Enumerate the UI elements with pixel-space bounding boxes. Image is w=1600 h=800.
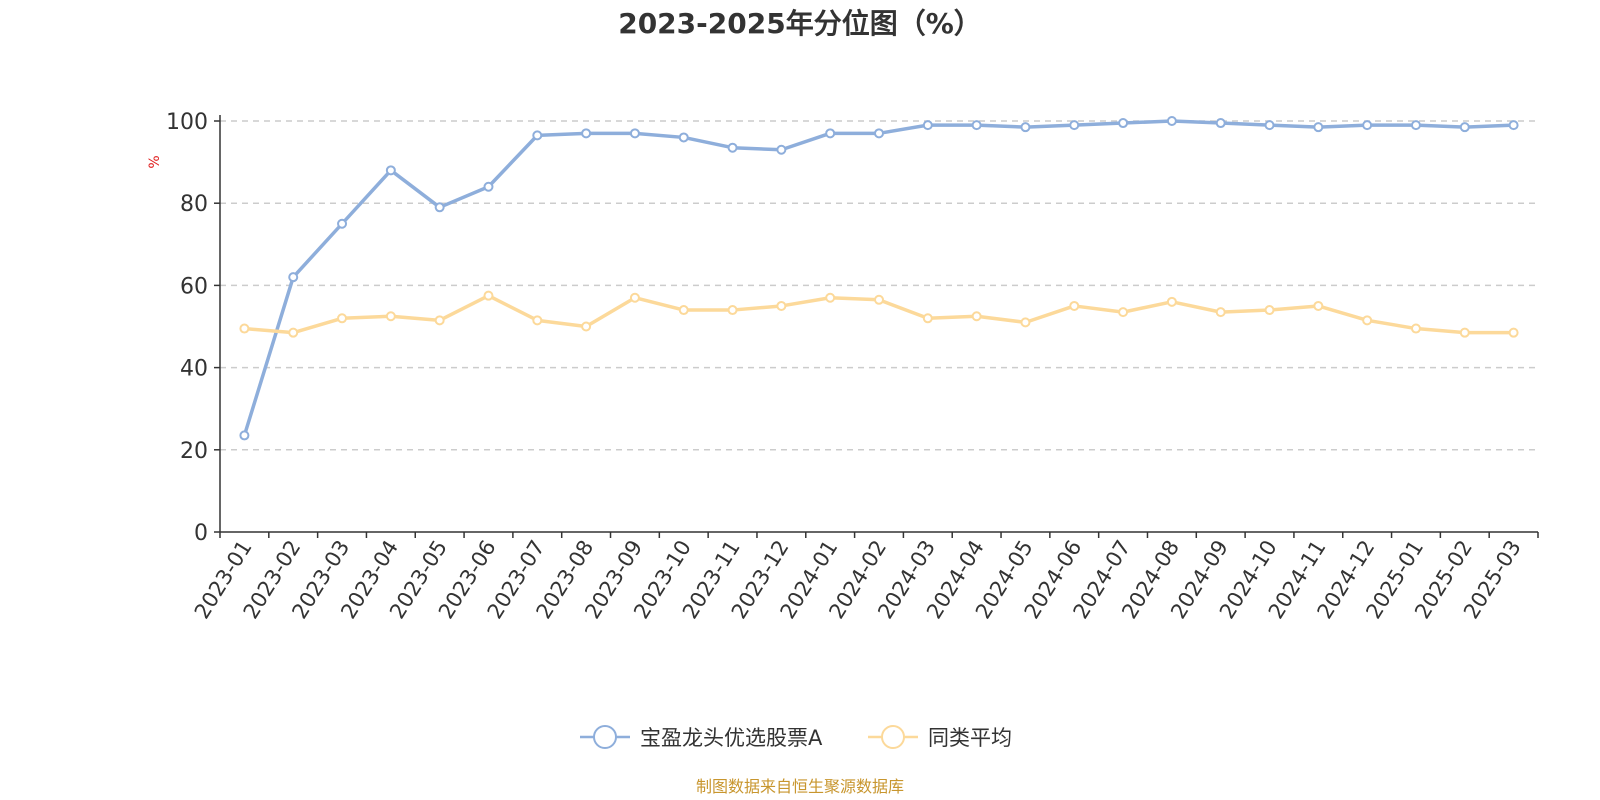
data-point[interactable] (825, 292, 836, 303)
data-point[interactable] (581, 321, 592, 332)
data-point[interactable] (288, 327, 299, 338)
series-group (239, 116, 1519, 441)
data-point[interactable] (434, 202, 445, 213)
data-point[interactable] (385, 311, 396, 322)
legend-marker-icon (881, 725, 905, 749)
data-point[interactable] (776, 144, 787, 155)
data-point[interactable] (874, 294, 884, 305)
legend[interactable]: 宝盈龙头优选股票A 同类平均 (580, 725, 1012, 750)
data-point[interactable] (1362, 315, 1373, 326)
legend-marker-icon (593, 725, 617, 749)
y-tick-label: 20 (180, 439, 208, 464)
data-point[interactable] (971, 120, 982, 131)
data-point[interactable] (1459, 327, 1470, 338)
legend-label: 同类平均 (928, 726, 1012, 750)
data-point[interactable] (629, 292, 640, 303)
data-point[interactable] (1362, 120, 1373, 131)
data-point[interactable] (1410, 323, 1421, 334)
data-point[interactable] (337, 313, 348, 324)
data-point[interactable] (1069, 300, 1080, 311)
data-point[interactable] (1459, 122, 1470, 133)
data-point[interactable] (874, 128, 884, 139)
data-point[interactable] (1069, 120, 1080, 131)
y-tick-label: 80 (180, 192, 208, 217)
data-point[interactable] (825, 128, 836, 139)
y-tick-label: 40 (180, 357, 208, 382)
data-point[interactable] (922, 313, 933, 324)
data-point[interactable] (922, 120, 933, 131)
data-point[interactable] (1313, 122, 1324, 133)
legend-label: 宝盈龙头优选股票A (640, 726, 823, 750)
data-point[interactable] (483, 181, 494, 192)
data-point[interactable] (1118, 307, 1129, 318)
source-note: 制图数据来自恒生聚源数据库 (696, 777, 904, 796)
data-point[interactable] (483, 290, 494, 301)
y-tick-label: 60 (180, 274, 208, 299)
data-point[interactable] (239, 430, 250, 441)
data-point[interactable] (1166, 296, 1177, 307)
data-point[interactable] (581, 128, 592, 139)
legend-item[interactable]: 宝盈龙头优选股票A (580, 725, 823, 750)
data-point[interactable] (1264, 305, 1275, 316)
data-point[interactable] (239, 323, 250, 334)
data-point[interactable] (288, 272, 299, 283)
data-point[interactable] (776, 300, 787, 311)
data-point[interactable] (532, 315, 543, 326)
data-point[interactable] (678, 132, 689, 143)
y-axis-label: % (147, 155, 163, 168)
data-point[interactable] (1264, 120, 1275, 131)
y-tick-label: 100 (166, 110, 208, 135)
series-line (242, 119, 1516, 438)
axes: 0204060801002023-012023-022023-032023-04… (166, 110, 1539, 623)
grid-lines (220, 120, 1538, 451)
data-point[interactable] (1215, 307, 1226, 318)
data-point[interactable] (727, 142, 738, 153)
legend-item[interactable]: 同类平均 (868, 725, 1012, 750)
data-point[interactable] (629, 128, 640, 139)
data-point[interactable] (727, 305, 738, 316)
data-point[interactable] (678, 305, 689, 316)
data-point[interactable] (434, 315, 445, 326)
data-point[interactable] (1166, 116, 1177, 126)
chart-title: 2023-2025年分位图（%） (618, 7, 982, 40)
y-tick-label: 0 (194, 521, 208, 546)
data-point[interactable] (1508, 120, 1519, 131)
data-point[interactable] (532, 130, 543, 141)
data-point[interactable] (337, 218, 348, 229)
series-1 (239, 290, 1519, 338)
data-point[interactable] (1313, 300, 1324, 311)
data-point[interactable] (1118, 118, 1129, 129)
data-point[interactable] (1020, 317, 1031, 328)
data-point[interactable] (1020, 122, 1031, 133)
data-point[interactable] (971, 311, 982, 322)
data-point[interactable] (385, 165, 396, 176)
data-point[interactable] (1508, 327, 1519, 338)
data-point[interactable] (1215, 118, 1226, 129)
data-point[interactable] (1410, 120, 1421, 131)
series-0 (239, 116, 1519, 441)
